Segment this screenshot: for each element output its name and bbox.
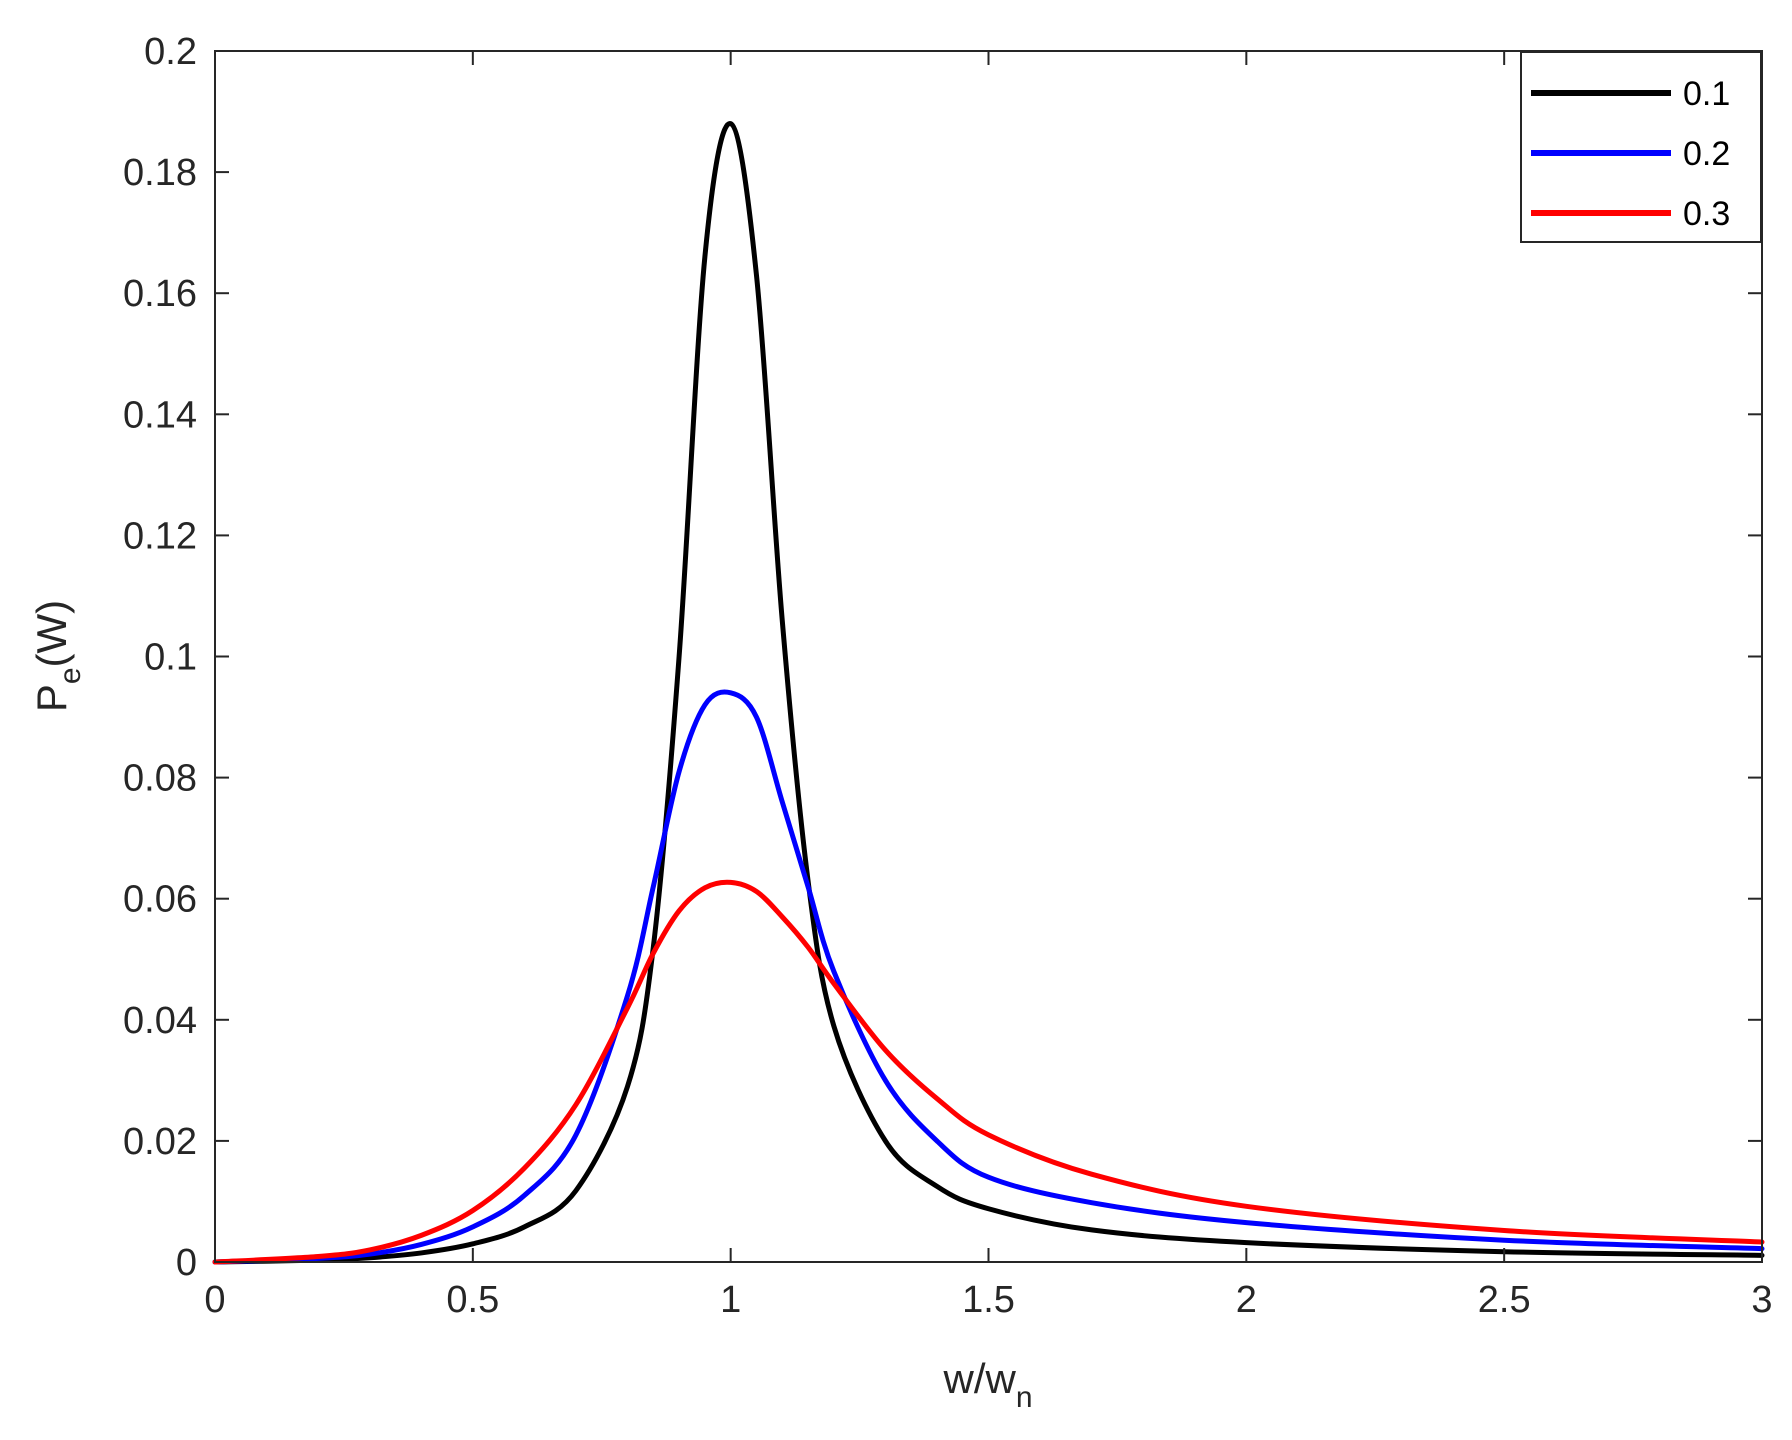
- series-line-0-2: [212, 689, 1765, 1265]
- y-tick-label: 0.1: [144, 637, 197, 679]
- y-tick-label: 0.2: [144, 31, 197, 73]
- y-tick-label: 0.14: [123, 394, 197, 436]
- series-line-0-3: [212, 879, 1765, 1265]
- ticks-layer: 0 0.5 1 1.5 2 2.5 3 0 0.02 0.04 0.06 0.08 0.1 0.12 0.1…: [123, 31, 1773, 1321]
- x-tick-label: 1: [720, 1279, 741, 1321]
- legend-label: 0.3: [1683, 195, 1730, 233]
- legend: 0.1 0.2 0.3: [1520, 51, 1762, 243]
- x-tick-label: 3: [1751, 1279, 1772, 1321]
- plot-frame: [214, 50, 1763, 1263]
- y-axis-label: Pe(W): [28, 600, 87, 712]
- y-axis-label-subscript: e: [54, 667, 87, 684]
- y-axis-label-unit: (W): [28, 600, 75, 668]
- series-layer: [212, 121, 1765, 1265]
- x-tick-label: 0.5: [446, 1279, 499, 1321]
- y-tick-label: 0.16: [123, 273, 197, 315]
- x-axis-label-subscript: n: [1016, 1381, 1033, 1414]
- y-tick-label: 0.06: [123, 879, 197, 921]
- legend-entries: 0.1 0.2 0.3: [1531, 75, 1730, 233]
- plot-area: [215, 51, 1762, 1262]
- y-tick-label: 0.12: [123, 515, 197, 557]
- y-axis-label-main: P: [28, 684, 75, 712]
- y-tick-label: 0.02: [123, 1121, 197, 1163]
- y-tick-label: 0: [176, 1242, 197, 1284]
- legend-label: 0.1: [1683, 75, 1730, 113]
- x-tick-label: 2: [1236, 1279, 1257, 1321]
- y-tick-label: 0.04: [123, 1000, 197, 1042]
- x-tick-label: 1.5: [962, 1279, 1015, 1321]
- y-tick-label: 0.18: [123, 152, 197, 194]
- x-axis-label: w/wn: [942, 1355, 1032, 1414]
- y-tick-label: 0.08: [123, 758, 197, 800]
- x-axis-label-main: w/w: [942, 1355, 1016, 1402]
- series-line-0-1: [212, 121, 1765, 1265]
- x-tick-label: 0: [204, 1279, 225, 1321]
- x-tick-label: 2.5: [1478, 1279, 1531, 1321]
- legend-label: 0.2: [1683, 135, 1730, 173]
